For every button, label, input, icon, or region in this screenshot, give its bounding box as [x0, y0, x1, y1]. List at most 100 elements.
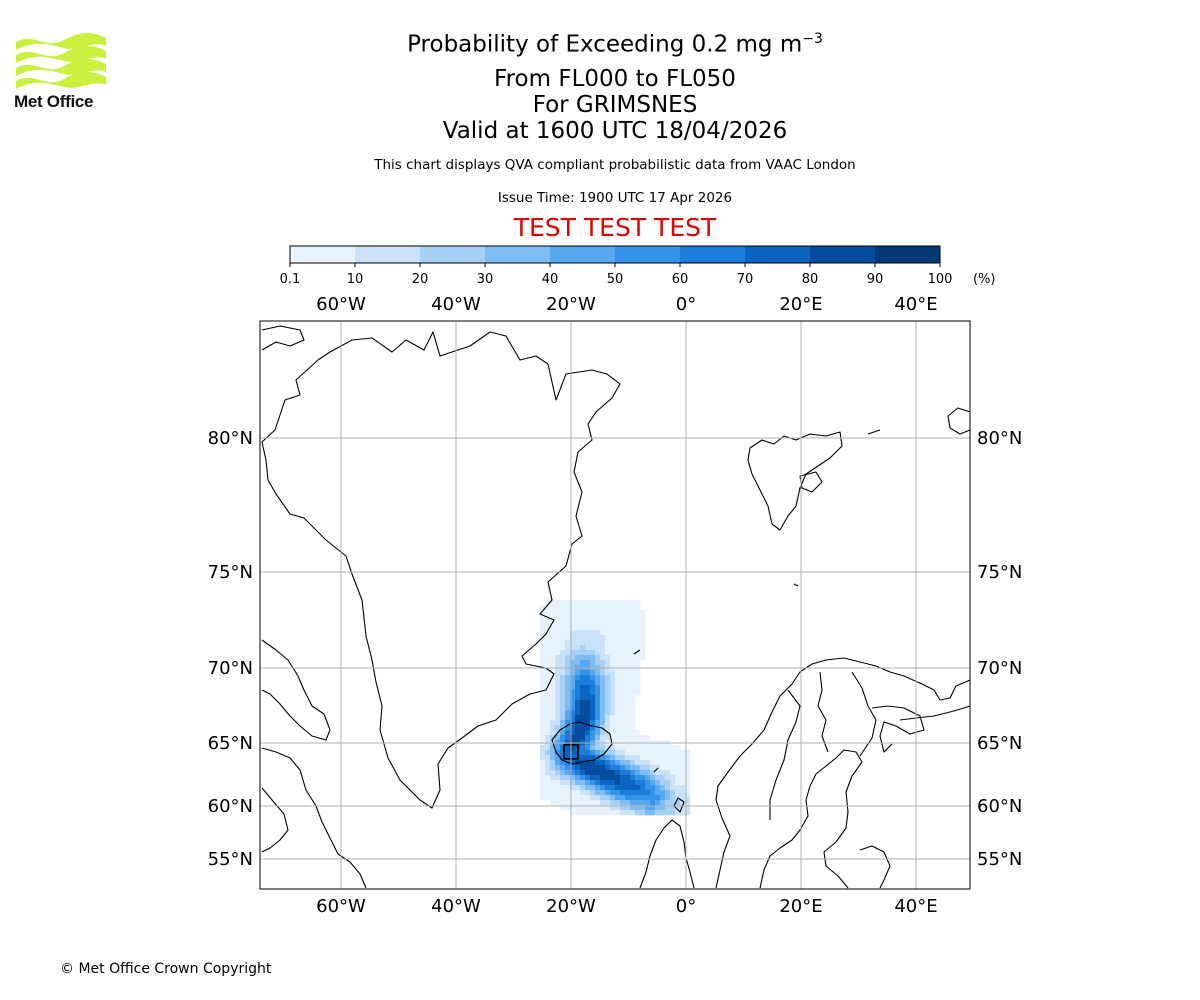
plume-cell [565, 680, 571, 686]
plume-cell [660, 785, 666, 791]
plume-cell [560, 735, 566, 741]
plume-cell [620, 675, 626, 681]
plume-cell [565, 630, 571, 636]
plume-cell [590, 745, 596, 751]
plume-cell [555, 675, 561, 681]
plume-cell [555, 800, 561, 806]
plume-cell [580, 780, 586, 786]
plume-cell [600, 805, 606, 811]
plume-cell [585, 725, 591, 731]
plume-cell [560, 660, 566, 666]
plume-cell [640, 640, 646, 646]
plume-cell [600, 700, 606, 706]
plume-cell [600, 760, 606, 766]
plume-cell [540, 650, 546, 656]
plume-cell [680, 785, 686, 791]
plume-cell [650, 775, 656, 781]
plume-cell [655, 770, 661, 776]
plume-cell [595, 610, 601, 616]
plume-cell [610, 690, 616, 696]
plume-cell [595, 620, 601, 626]
plume-cell [635, 770, 641, 776]
plume-cell [620, 720, 626, 726]
plume-cell [610, 620, 616, 626]
plume-cell [545, 760, 551, 766]
plume-cell [610, 710, 616, 716]
plume-cell [615, 680, 621, 686]
plume-cell [610, 615, 616, 621]
plume-cell [575, 705, 581, 711]
plume-cell [605, 685, 611, 691]
plume-cell [585, 705, 591, 711]
plume-cell [545, 600, 551, 606]
plume-cell [675, 790, 681, 796]
plume-cell [630, 790, 636, 796]
plume-cell [570, 705, 576, 711]
plume-cell [560, 690, 566, 696]
plume-cell [570, 660, 576, 666]
plume-cell [595, 765, 601, 771]
lon-labels-top: 60°W 40°W 20°W 0° 20°E 40°E [316, 294, 937, 315]
plume-cell [625, 695, 631, 701]
plume-cell [615, 775, 621, 781]
plume-cell [540, 660, 546, 666]
plume-cell [555, 625, 561, 631]
lat-labels-right: 80°N 75°N 70°N 65°N 60°N 55°N [977, 428, 1022, 870]
plume-cell [675, 810, 681, 816]
plume-cell [645, 735, 651, 741]
lat-label: 80°N [208, 428, 253, 449]
plume-cell [650, 765, 656, 771]
plume-cell [645, 755, 651, 761]
plume-cell [615, 805, 621, 811]
plume-cell [625, 600, 631, 606]
plume-cell [560, 695, 566, 701]
plume-cell [680, 790, 686, 796]
plume-cell [615, 600, 621, 606]
plume-cell [615, 630, 621, 636]
plume-cell [605, 620, 611, 626]
plume-cell [600, 625, 606, 631]
plume-cell [565, 685, 571, 691]
plume-cell [660, 765, 666, 771]
plume-cell [555, 640, 561, 646]
plume-cell [545, 730, 551, 736]
plume-cell [620, 715, 626, 721]
plume-cell [625, 750, 631, 756]
plume-cell [600, 735, 606, 741]
plume-cell [585, 780, 591, 786]
plume-cell [575, 805, 581, 811]
plume-cell [600, 610, 606, 616]
plume-cell [565, 600, 571, 606]
flight-levels: From FL000 to FL050 [494, 65, 736, 92]
plume-cell [610, 795, 616, 801]
plume-cell [630, 600, 636, 606]
plume-cell [570, 685, 576, 691]
lon-label: 0° [676, 294, 696, 315]
plume-cell [670, 755, 676, 761]
plume-cell [575, 635, 581, 641]
plume-cell [635, 790, 641, 796]
plume-cell [595, 700, 601, 706]
plume-cell [600, 710, 606, 716]
plume-cell [565, 690, 571, 696]
plume-cell [600, 695, 606, 701]
plume-cell [665, 745, 671, 751]
plume-cell [655, 810, 661, 816]
plume-cell [615, 655, 621, 661]
plume-cell [595, 650, 601, 656]
plume-cell [615, 695, 621, 701]
plume-cell [615, 780, 621, 786]
plume-cell [595, 800, 601, 806]
plume-cell [585, 620, 591, 626]
plume-cell [580, 700, 586, 706]
plume-cell [575, 660, 581, 666]
plume-cell [620, 710, 626, 716]
logo-text: Met Office [14, 92, 94, 111]
plume-cell [600, 765, 606, 771]
plume-cell [685, 750, 691, 756]
lat-label: 55°N [977, 849, 1022, 870]
plume-cell [565, 650, 571, 656]
plume-cell [680, 770, 686, 776]
plume-cell [680, 760, 686, 766]
plume-cell [615, 785, 621, 791]
